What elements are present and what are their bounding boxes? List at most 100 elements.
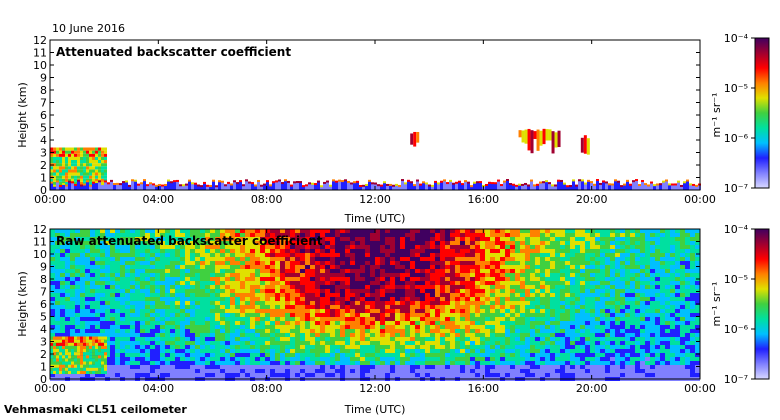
heatmap-cell [445,253,450,257]
heatmap-cell [521,184,524,190]
heatmap-cell [140,273,145,277]
heatmap-cell [165,289,170,293]
heatmap-cell [345,253,350,257]
heatmap-cell [490,261,495,265]
heatmap-cell [600,337,605,341]
heatmap-cell [245,317,250,321]
heatmap-cell [225,357,230,361]
heatmap-cell [350,182,353,185]
heatmap-cell [515,253,520,257]
heatmap-cell [495,317,500,321]
heatmap-cell [215,337,220,341]
heatmap-cell [650,182,653,190]
heatmap-cell [315,349,320,353]
heatmap-cell [205,325,210,329]
y-axis-label: Height (km) [16,82,29,148]
heatmap-cell [490,289,495,293]
heatmap-cell [115,293,120,297]
heatmap-cell [446,183,449,190]
heatmap-cell [180,309,185,313]
heatmap-cell [340,237,345,241]
heatmap-cell [555,369,560,373]
heatmap-cell [380,313,385,317]
heatmap-cell [590,325,595,329]
heatmap-cell [430,245,435,249]
heatmap-cell [495,365,500,369]
heatmap-cell [105,269,110,273]
heatmap-cell [485,353,490,357]
heatmap-cell [250,349,255,353]
heatmap-cell [460,253,465,257]
heatmap-cell [115,329,120,333]
heatmap-cell [525,245,530,249]
heatmap-cell [80,325,85,329]
heatmap-cell [170,369,175,373]
heatmap-cell [575,289,580,293]
heatmap-cell [380,345,385,349]
heatmap-cell [260,353,265,357]
heatmap-cell [495,373,500,377]
heatmap-cell [60,273,65,277]
heatmap-cell [345,369,350,373]
heatmap-cell [385,285,390,289]
heatmap-cell [185,183,188,186]
heatmap-cell [150,257,155,261]
heatmap-cell [415,369,420,373]
heatmap-cell [210,277,215,281]
heatmap-cell [59,181,62,185]
heatmap-cell [65,166,68,170]
heatmap-cell [285,237,290,241]
heatmap-cell [395,245,400,249]
heatmap-cell [56,153,59,157]
heatmap-cell [535,309,540,313]
heatmap-cell [280,325,285,329]
heatmap-cell [220,273,225,277]
heatmap-cell [460,337,465,341]
heatmap-cell [145,353,150,357]
heatmap-cell [110,333,115,337]
heatmap-cell [485,183,488,186]
heatmap-cell [155,241,160,245]
heatmap-cell [470,365,475,369]
heatmap-cell [280,297,285,301]
heatmap-cell [410,245,415,249]
heatmap-cell [560,361,565,365]
heatmap-cell [50,269,55,273]
heatmap-cell [485,285,490,289]
heatmap-cell [260,237,265,241]
heatmap-cell [500,277,505,281]
heatmap-cell [525,229,530,233]
heatmap-cell [355,285,360,289]
heatmap-cell [160,233,165,237]
heatmap-cell [595,341,600,345]
heatmap-cell [255,305,260,309]
heatmap-cell [270,325,275,329]
heatmap-cell [590,313,595,317]
heatmap-cell [450,325,455,329]
heatmap-cell [480,365,485,369]
heatmap-cell [475,341,480,345]
heatmap-cell [555,329,560,333]
heatmap-cell [105,297,110,301]
heatmap-cell [56,156,59,160]
heatmap-cell [205,245,210,249]
heatmap-cell [476,182,479,190]
heatmap-cell [335,241,340,245]
heatmap-cell [85,285,90,289]
heatmap-cell [101,175,104,179]
heatmap-cell [440,180,443,183]
heatmap-cell [135,277,140,281]
heatmap-cell [555,361,560,365]
heatmap-cell [101,150,104,154]
heatmap-cell [140,277,145,281]
heatmap-cell [585,241,590,245]
heatmap-cell [250,257,255,261]
heatmap-cell [540,281,545,285]
heatmap-cell [530,317,535,321]
heatmap-cell [205,253,210,257]
heatmap-cell [140,229,145,233]
heatmap-cell [390,233,395,237]
heatmap-cell [240,285,245,289]
heatmap-cell [83,166,86,170]
heatmap-cell [590,249,595,253]
